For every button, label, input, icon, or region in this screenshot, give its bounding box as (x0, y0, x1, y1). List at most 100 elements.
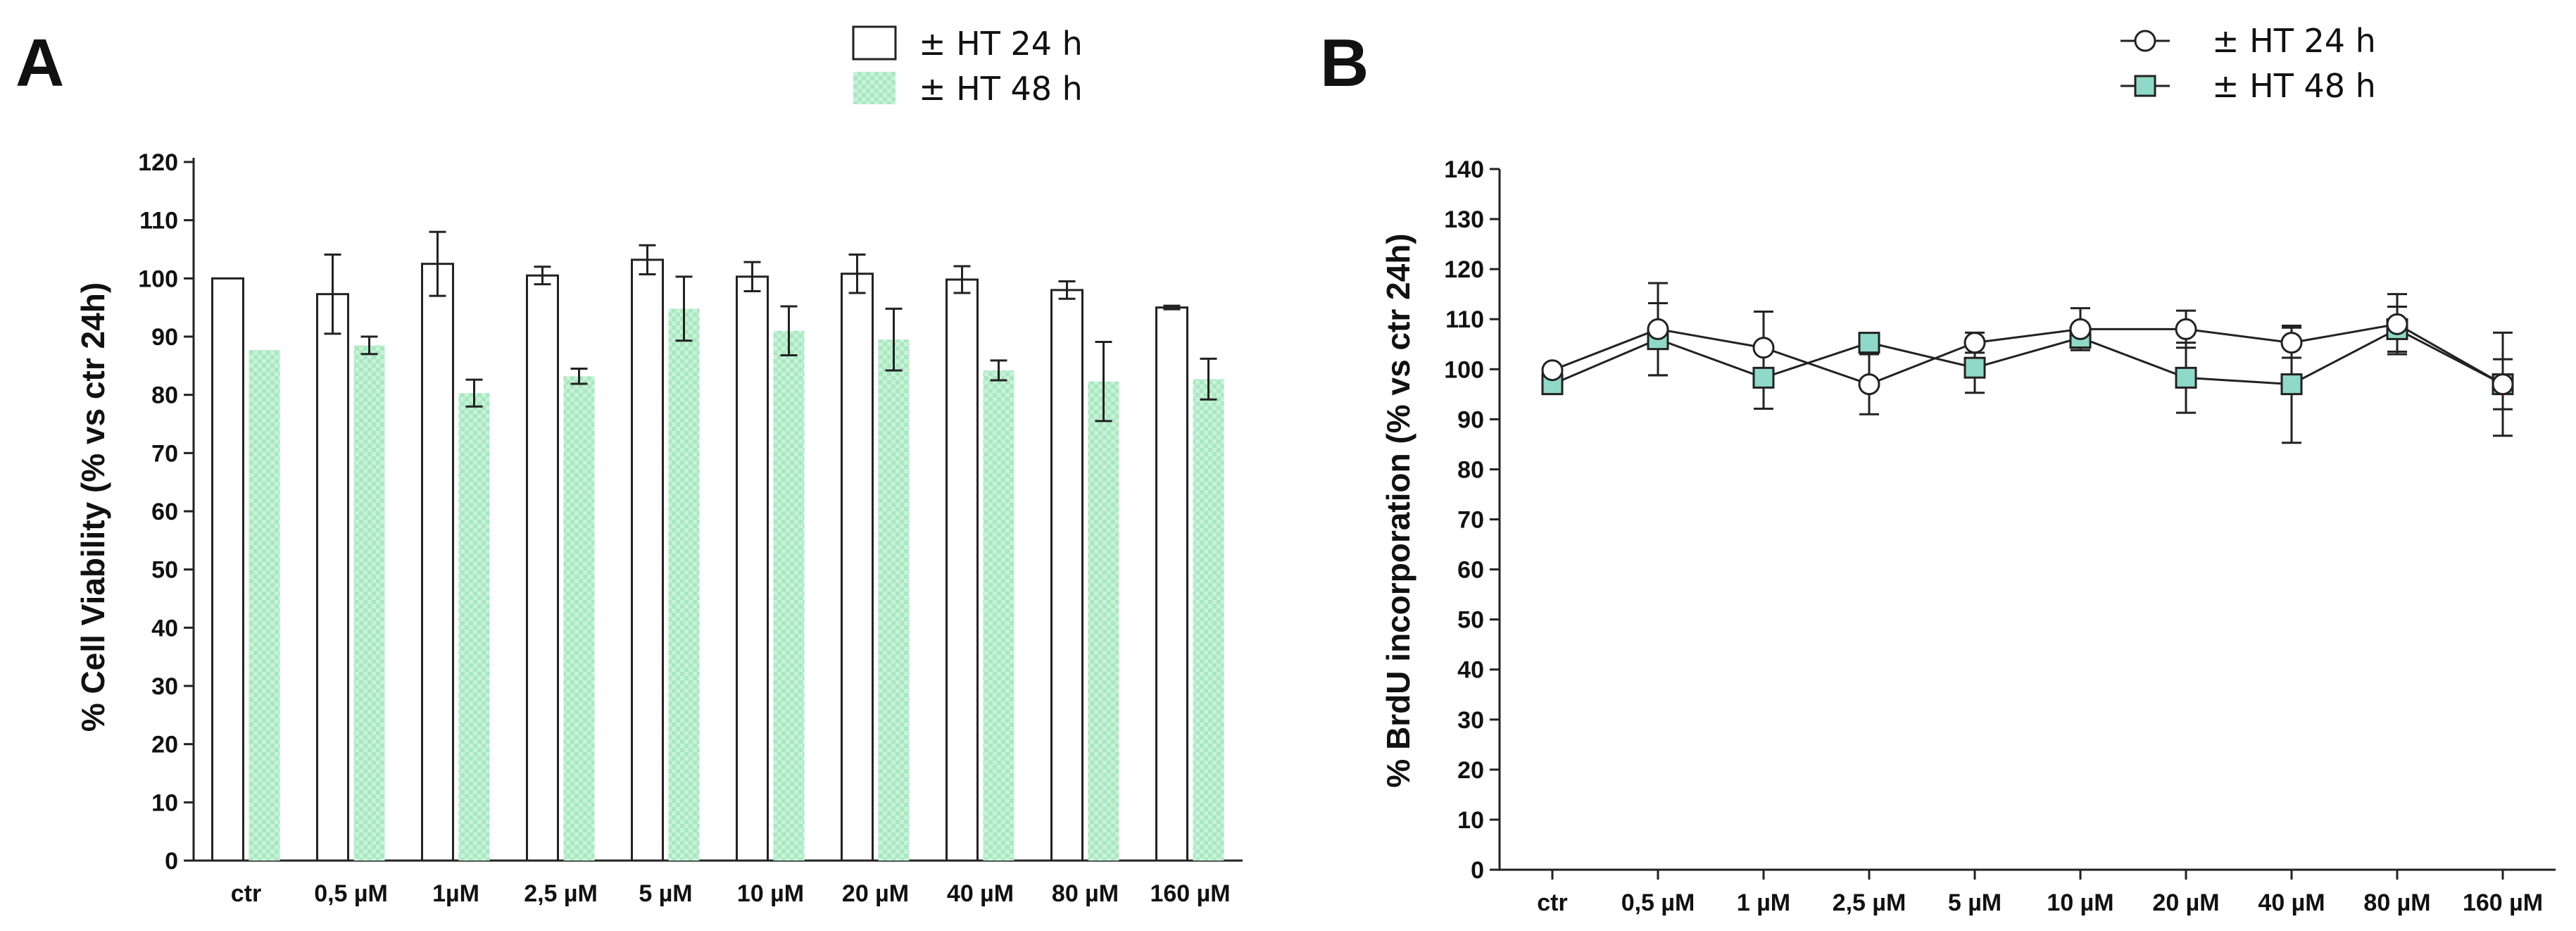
legend-label-48h: ± HT 48 h (919, 70, 1083, 108)
panel-b-y-tick-label: 50 (1457, 607, 1484, 634)
bar-48h (668, 308, 700, 861)
panel-a-y-tick-label: 80 (151, 382, 178, 409)
panel-a-y-tick-label: 100 (138, 265, 178, 292)
panel-a-ylabel: % Cell Viability (% vs ctr 24h) (75, 282, 111, 732)
bar-48h (458, 393, 490, 861)
panel-b-y-tick-label: 30 (1457, 707, 1484, 734)
panel-a-letter: A (15, 25, 64, 101)
panel-a-y-tick-label: 60 (151, 499, 178, 525)
point-24h-circle (2280, 332, 2303, 354)
point-24h-circle (1858, 373, 1880, 396)
panel-b-ylabel: % BrdU incorporation (% vs ctr 24h) (1380, 233, 1416, 787)
bar-24h (211, 277, 244, 862)
bar-48h (878, 339, 910, 861)
bar-24h (631, 258, 664, 862)
panel-b-y-tick-label: 0 (1471, 857, 1484, 884)
legend-label-24h-b: ± HT 24 h (2212, 22, 2376, 60)
legend-swatch-48h (853, 72, 896, 104)
panel-b-letter: B (1320, 25, 1369, 101)
panel-b-y-tick-label: 60 (1457, 557, 1484, 584)
bar-24h (945, 278, 979, 862)
panel-b-x-tick-label: 80 µM (2363, 889, 2430, 916)
panel-b-x-tick-label: 160 µM (2463, 889, 2543, 916)
panel-a-legend: ± HT 24 h ± HT 48 h (852, 25, 1083, 108)
series-line-48h (1552, 327, 2503, 386)
bar-48h (1193, 379, 1224, 861)
point-24h-circle (2069, 318, 2092, 340)
panel-b-x-tick-label: 2,5 µM (1833, 889, 1906, 916)
panel-a-x-tick-label: 2,5 µM (524, 880, 598, 907)
panel-b-x-tick-label: 5 µM (1948, 889, 2002, 916)
panel-b-y-tick-label: 100 (1444, 356, 1484, 383)
panel-a-y-tick-label: 50 (151, 557, 178, 584)
legend-marker-square (2134, 75, 2156, 97)
bar-24h (421, 263, 454, 862)
series-line-24h (1552, 323, 2503, 386)
panel-b-y-tick-label: 110 (1445, 306, 1484, 333)
point-24h-circle (2492, 373, 2514, 396)
point-48h-square (1858, 332, 1880, 354)
panel-a-x-tick-label: 0,5 µM (314, 880, 388, 907)
panel-b-x-tick-label: 1 µM (1737, 889, 1790, 916)
bar-48h (563, 376, 595, 861)
legend-swatch-24h (852, 25, 897, 61)
point-24h-circle (2386, 313, 2408, 335)
legend-marker-circle (2134, 30, 2156, 52)
panel-b-x-tick-label: 0,5 µM (1621, 889, 1695, 916)
point-24h-circle (1964, 332, 1986, 354)
bar-24h (736, 275, 769, 862)
panel-b-x-tick-label: 10 µM (2047, 889, 2113, 916)
bar-24h (841, 273, 874, 862)
panel-a-y-tick-label: 20 (151, 732, 178, 758)
panel-a-x-tick-label: 40 µM (947, 880, 1014, 907)
panel-a-x-tick-label: 5 µM (639, 880, 692, 907)
panel-b-y-tick-label: 140 (1444, 156, 1484, 183)
panel-b-y-tick-label: 120 (1444, 256, 1484, 283)
panel-a-x-tick-label: ctr (231, 880, 261, 907)
panel-b-y-tick-label: 40 (1457, 657, 1484, 684)
bar-24h (1050, 289, 1083, 862)
panel-a-plot: 0 10 20 30 40 50 60 70 80 90 100 110 120 ctr 0,5 µM 1µM… (138, 149, 1243, 907)
point-48h-square (2175, 366, 2197, 389)
bar-48h (249, 350, 280, 861)
panel-b-y-tick-label: 20 (1457, 757, 1484, 784)
panel-a-y-tick-label: 10 (151, 789, 178, 816)
panel-b-y-tick-label: 130 (1444, 206, 1484, 233)
bar-24h (1155, 306, 1188, 862)
panel-b-x-tick-label: 40 µM (2258, 889, 2325, 916)
panel-a-x-tick-label: 1µM (432, 880, 479, 907)
bar-24h (526, 274, 559, 862)
panel-a-x-tick-label: 10 µM (737, 880, 804, 907)
bar-48h (983, 370, 1014, 861)
bar-24h (316, 293, 349, 862)
point-48h-square (1752, 366, 1775, 389)
panel-b-y-tick-label: 10 (1457, 807, 1484, 834)
panel-a-y-tick-label: 90 (151, 324, 178, 351)
panel-a-x-tick-label: 20 µM (842, 880, 909, 907)
point-24h-circle (1541, 359, 1564, 382)
panel-b-y-tick-label: 90 (1457, 406, 1484, 433)
point-24h-circle (2175, 318, 2197, 340)
point-24h-circle (1647, 318, 1669, 340)
bar-48h (773, 330, 805, 861)
panel-a-x-tick-label: 80 µM (1052, 880, 1119, 907)
panel-b-y-tick-label: 80 (1457, 456, 1484, 483)
panel-a-y-tick-label: 120 (138, 149, 178, 176)
panel-b-y-tick-label: 70 (1457, 507, 1484, 534)
point-24h-circle (1752, 337, 1775, 359)
panel-a-y-tick-label: 40 (151, 615, 178, 642)
panel-a-y-tick-label: 70 (151, 440, 178, 467)
legend-label-24h: ± HT 24 h (919, 25, 1083, 63)
panel-b-x-tick-label: 20 µM (2152, 889, 2219, 916)
panel-a-y-tick-label: 30 (151, 673, 178, 700)
panel-a-x-tick-label: 160 µM (1150, 880, 1230, 907)
panel-a-y-tick-label: 0 (165, 848, 178, 875)
legend-label-48h-b: ± HT 48 h (2212, 67, 2376, 105)
panel-b-legend: ± HT 24 h ± HT 48 h (2121, 22, 2376, 105)
bar-48h (1088, 381, 1119, 861)
point-48h-square (1964, 356, 1986, 379)
panel-b-plot: 0 10 20 30 40 50 60 70 80 90 100 110 120 130 140 ctr 0,5… (1444, 156, 2556, 916)
bar-48h (353, 345, 385, 861)
